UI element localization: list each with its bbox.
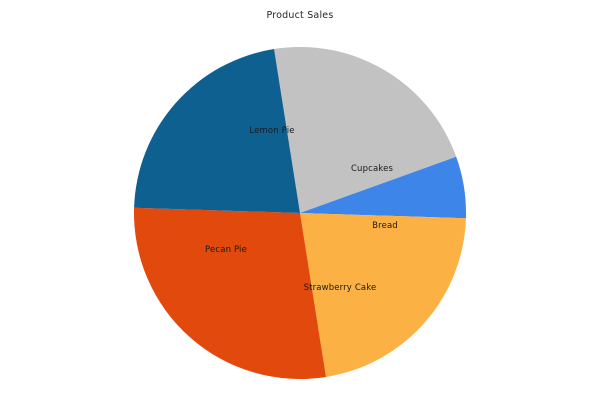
pie-slice-group	[133, 46, 467, 380]
page-title: Product Sales	[266, 10, 334, 21]
pie-slice-strawberry-cake[interactable]	[300, 213, 466, 377]
pie-slice-pecan-pie[interactable]	[133, 207, 326, 380]
pie-slice-lemon-pie[interactable]	[134, 49, 300, 213]
pie-slice-bread[interactable]	[300, 156, 467, 219]
pie-slice-cupcakes[interactable]	[274, 46, 457, 213]
